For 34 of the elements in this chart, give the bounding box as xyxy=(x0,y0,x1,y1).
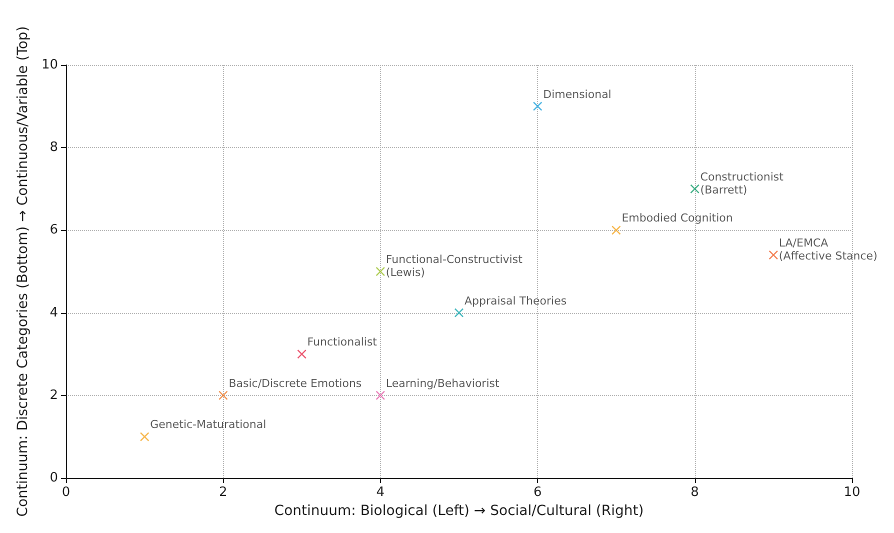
series-label: Functional-Constructivist (Lewis) xyxy=(386,253,524,279)
x-tick-label: 8 xyxy=(690,485,699,500)
point xyxy=(297,350,306,359)
y-tick-label: 6 xyxy=(50,222,58,238)
point xyxy=(218,390,228,400)
point xyxy=(690,184,700,194)
y-tick-label: 2 xyxy=(50,388,58,403)
x-tick-label: 2 xyxy=(219,485,228,500)
point xyxy=(768,250,778,260)
x-tick-label: 4 xyxy=(376,485,385,500)
y-axis-title: Continuum: Discrete Categories (Bottom) → Continuous/Variable (Top) xyxy=(15,26,31,517)
series-label: Functionalist xyxy=(307,336,378,349)
y-tick-label: 8 xyxy=(50,140,58,156)
point xyxy=(140,432,150,442)
x-tick-label: 6 xyxy=(533,485,542,500)
series-label: Basic/Discrete Emotions xyxy=(228,376,362,390)
series-label: LA/EMCA (Affective Stance) xyxy=(778,236,878,262)
point xyxy=(454,308,464,318)
x-axis-title: Continuum: Biological (Left) → Social/Cultural (Right) xyxy=(274,502,644,519)
x-tick-label: 10 xyxy=(844,485,860,500)
series-label: Embodied Cognition xyxy=(622,212,733,225)
point xyxy=(612,226,621,235)
y-tick-label: 0 xyxy=(50,470,58,486)
series-label: Genetic-Maturational xyxy=(150,418,266,432)
point xyxy=(376,390,385,400)
series-label: Appraisal Theories xyxy=(464,294,567,308)
series-label: Constructionist (Barrett) xyxy=(700,170,784,196)
series-label: Dimensional xyxy=(543,88,612,101)
point xyxy=(533,102,542,111)
point xyxy=(376,267,385,276)
x-tick-label: 0 xyxy=(62,485,70,500)
y-tick-label: 10 xyxy=(41,58,58,72)
y-tick-label: 4 xyxy=(50,305,58,320)
series-label: Learning/Behaviorist xyxy=(386,376,500,390)
